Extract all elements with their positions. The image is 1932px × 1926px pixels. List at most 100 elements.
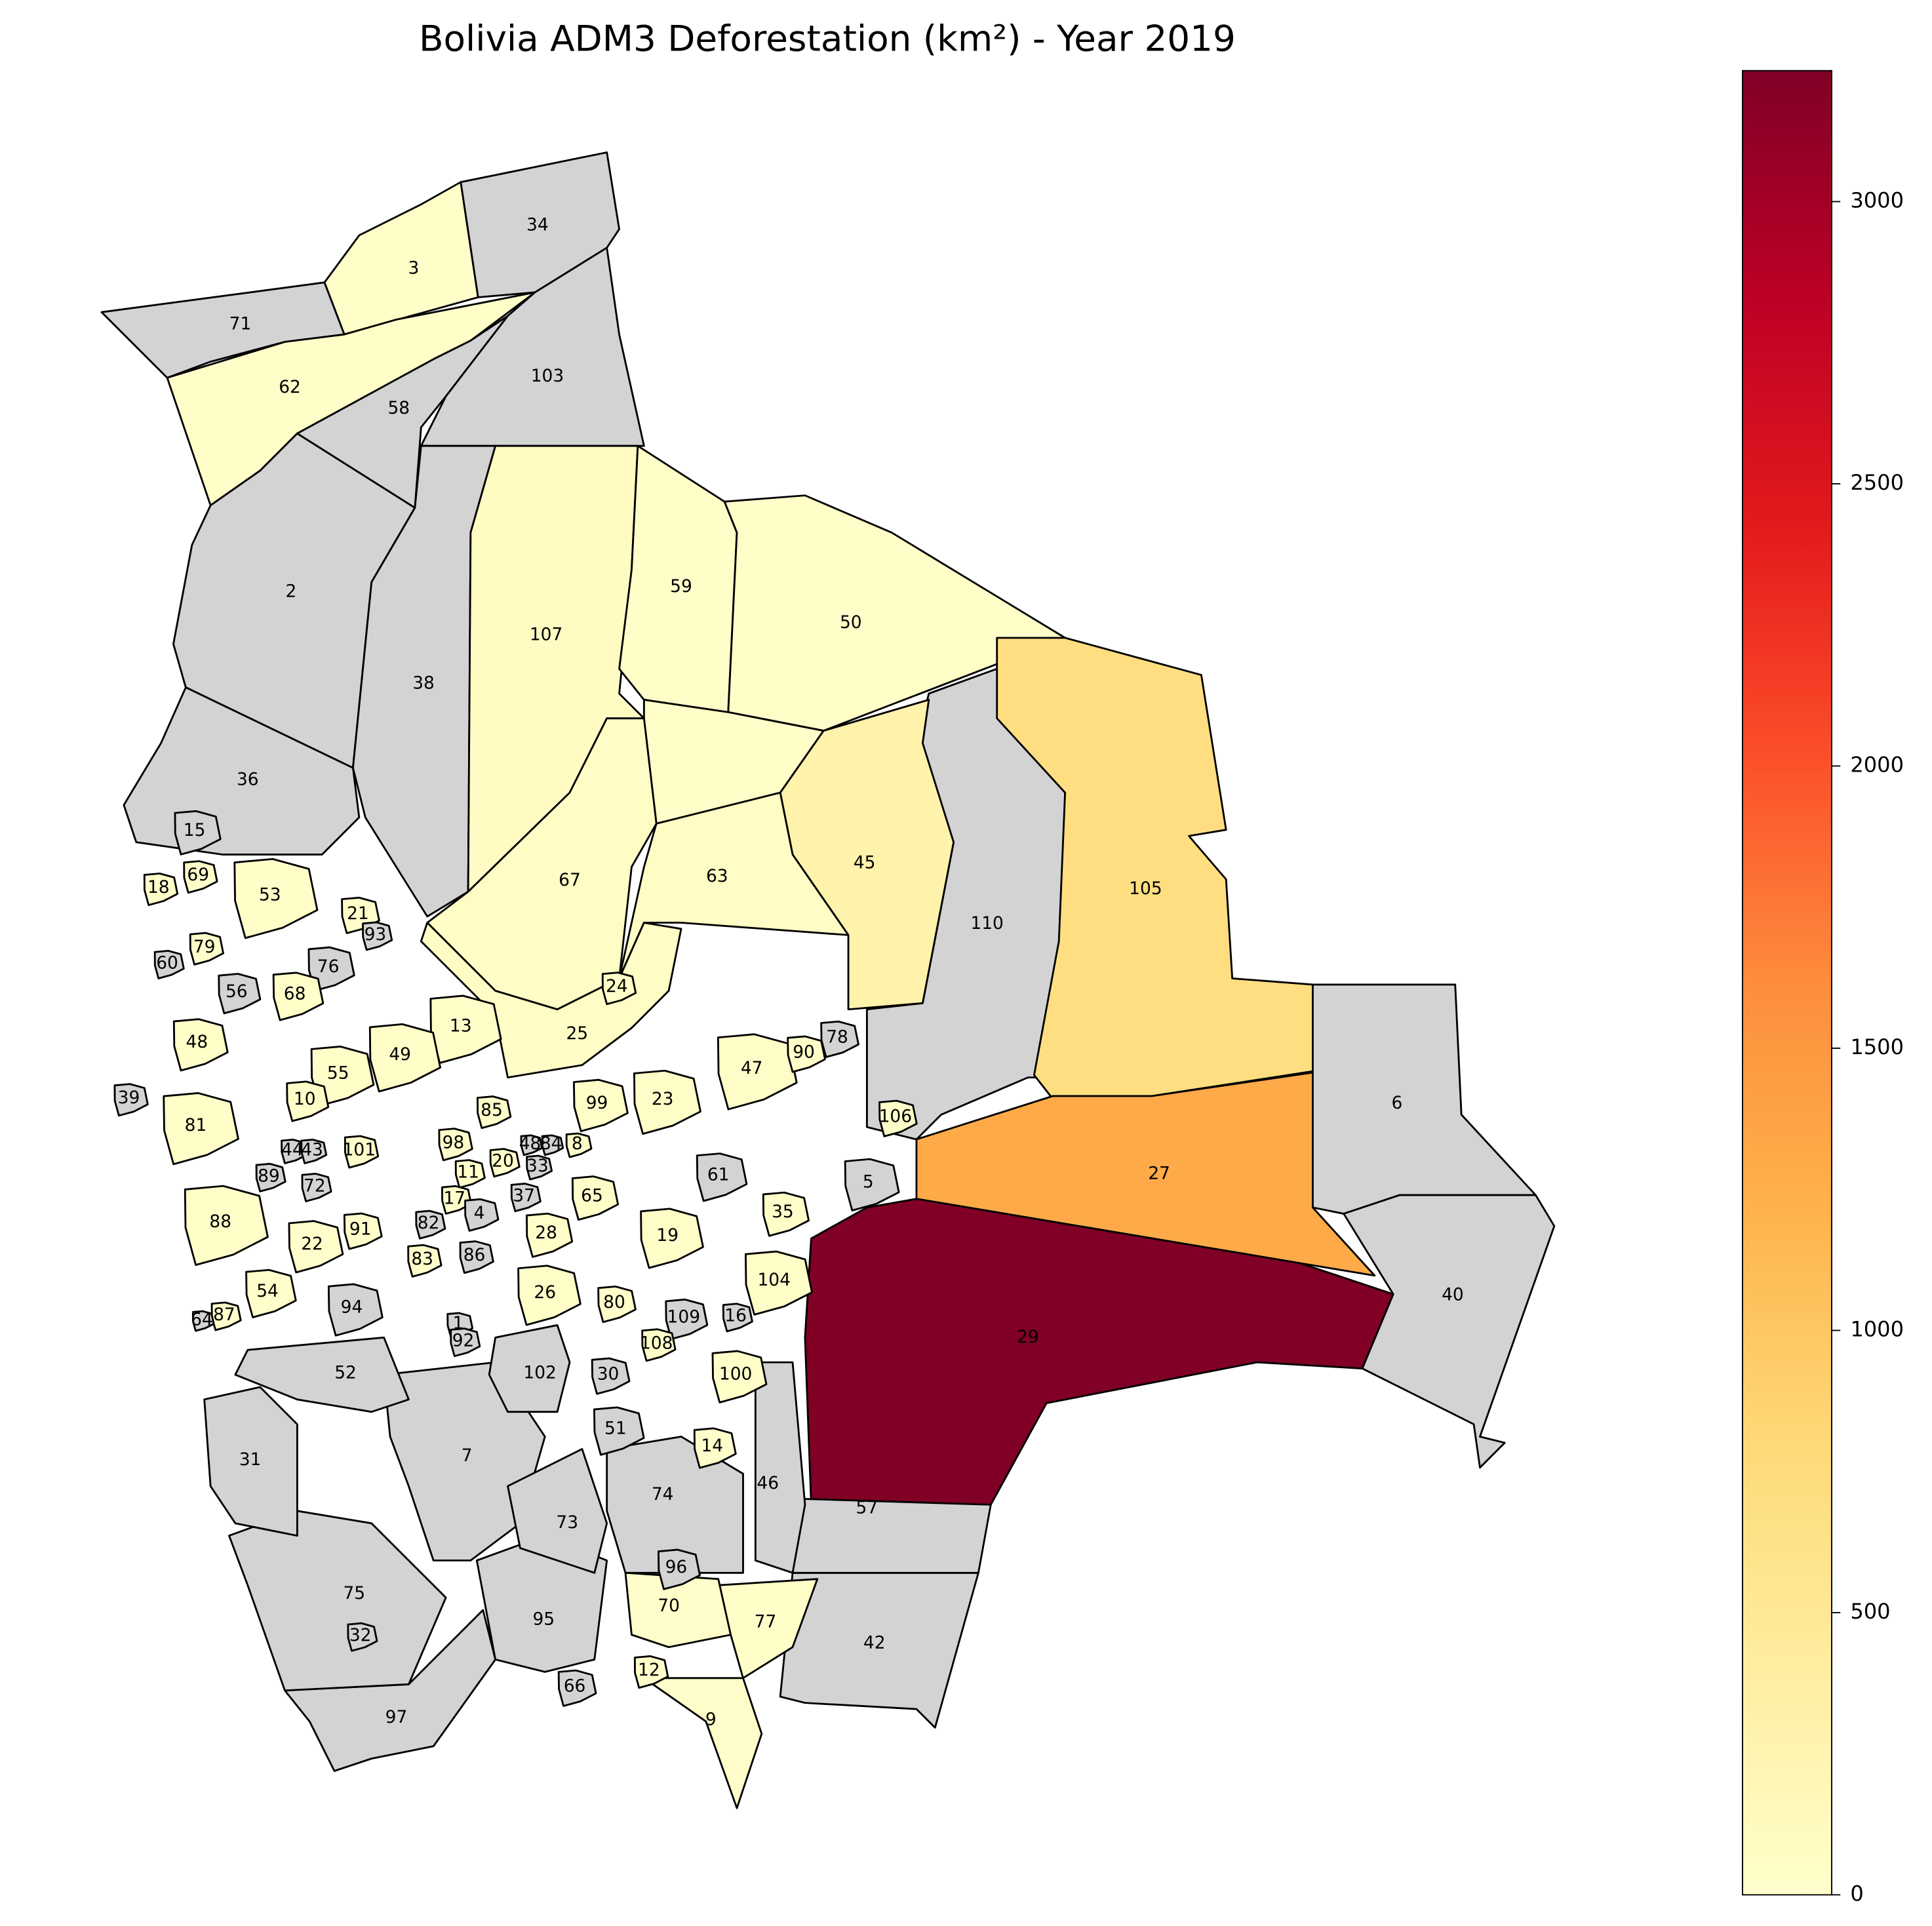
region	[658, 1548, 701, 1590]
region-label: 57	[856, 1498, 878, 1518]
region-label: 16	[724, 1306, 747, 1326]
region-label: 24	[606, 976, 628, 996]
region-label: 70	[658, 1596, 680, 1616]
region-label: 18	[148, 877, 170, 897]
region-label: 23	[652, 1089, 674, 1109]
region-label: 48	[186, 1032, 208, 1052]
region-label: 55	[327, 1063, 349, 1083]
region-label: 17	[443, 1188, 465, 1208]
region	[1343, 1194, 1556, 1469]
region	[233, 857, 319, 939]
region-label: 71	[229, 314, 252, 334]
region-label: 84	[540, 1133, 562, 1154]
colorbar	[1742, 69, 1832, 1896]
region	[762, 1191, 810, 1237]
region	[591, 1357, 631, 1395]
region-label: 28	[535, 1223, 557, 1243]
region	[665, 1298, 709, 1341]
region-label: 31	[239, 1449, 262, 1470]
region	[787, 1035, 826, 1073]
region-label: 45	[854, 852, 876, 873]
region	[477, 1095, 512, 1130]
region-label: 87	[213, 1305, 235, 1325]
region-label: 67	[559, 870, 581, 890]
region-label: 66	[564, 1676, 586, 1697]
region-label: 85	[481, 1100, 503, 1120]
region-label: 78	[826, 1027, 848, 1048]
region	[878, 1099, 918, 1137]
region-label: 107	[530, 625, 562, 645]
region-label: 106	[879, 1107, 912, 1127]
region-label: 90	[793, 1042, 815, 1062]
region	[143, 873, 179, 907]
region	[163, 1092, 239, 1166]
region	[541, 1134, 564, 1156]
region-label: 95	[532, 1609, 555, 1630]
region-label: 100	[719, 1364, 752, 1385]
region-label: 46	[757, 1473, 779, 1493]
region-label: 65	[581, 1185, 603, 1206]
region	[722, 1303, 753, 1333]
region-label: 88	[209, 1211, 231, 1232]
region	[526, 1212, 574, 1258]
region-label: 77	[755, 1611, 777, 1632]
region-label: 47	[741, 1058, 763, 1078]
region-label: 92	[452, 1331, 475, 1351]
region-label: 5	[863, 1172, 874, 1192]
region	[344, 1135, 380, 1169]
colorbar-tick-label: 0	[1850, 1881, 1863, 1906]
region-label: 89	[258, 1166, 280, 1186]
colorbar-tick-label: 500	[1850, 1599, 1890, 1624]
region-label: 68	[284, 984, 306, 1004]
region	[286, 1080, 330, 1122]
region-label: 80	[603, 1292, 625, 1312]
region	[368, 1023, 441, 1093]
region-label: 35	[772, 1202, 794, 1222]
region-label: 97	[385, 1707, 408, 1727]
region	[557, 1669, 597, 1707]
region-label: 44	[281, 1140, 304, 1160]
region	[510, 1183, 542, 1213]
region-label: 72	[304, 1175, 326, 1196]
region-label: 49	[389, 1044, 411, 1065]
region-label: 14	[701, 1436, 723, 1456]
region-label: 32	[349, 1625, 372, 1645]
region	[696, 1152, 748, 1202]
region-label: 21	[347, 903, 369, 924]
region	[601, 972, 637, 1006]
region	[272, 972, 325, 1021]
region-label: 37	[513, 1185, 535, 1206]
region-label: 99	[586, 1093, 608, 1113]
region-label: 2	[286, 581, 297, 602]
colorbar-tick-label: 2500	[1850, 470, 1904, 495]
region-label: 74	[652, 1484, 674, 1504]
region-label: 101	[343, 1140, 376, 1160]
region	[844, 1158, 900, 1211]
region-label: 86	[463, 1245, 486, 1265]
region	[174, 810, 222, 855]
region	[633, 1069, 701, 1135]
region-label: 103	[531, 366, 564, 386]
region-label: 61	[707, 1164, 730, 1185]
region-label: 62	[279, 377, 301, 397]
region	[526, 1154, 553, 1181]
region-label: 43	[301, 1140, 323, 1160]
region	[723, 494, 1067, 732]
region-label: 36	[237, 770, 259, 790]
region-label: 94	[341, 1297, 363, 1318]
region-label: 27	[1148, 1163, 1170, 1183]
region	[489, 1148, 521, 1178]
region-label: 105	[1129, 878, 1162, 899]
region	[450, 1327, 481, 1358]
region-label: 40	[1442, 1285, 1464, 1305]
region-label: 4	[474, 1203, 485, 1223]
region-label: 26	[534, 1282, 556, 1303]
region	[284, 1609, 497, 1772]
region-label: 76	[317, 956, 340, 977]
region-label: 15	[184, 820, 206, 840]
region	[218, 973, 262, 1015]
region-label: 81	[185, 1115, 207, 1135]
region-label: 63	[706, 866, 728, 886]
region-label: 108	[640, 1333, 673, 1353]
